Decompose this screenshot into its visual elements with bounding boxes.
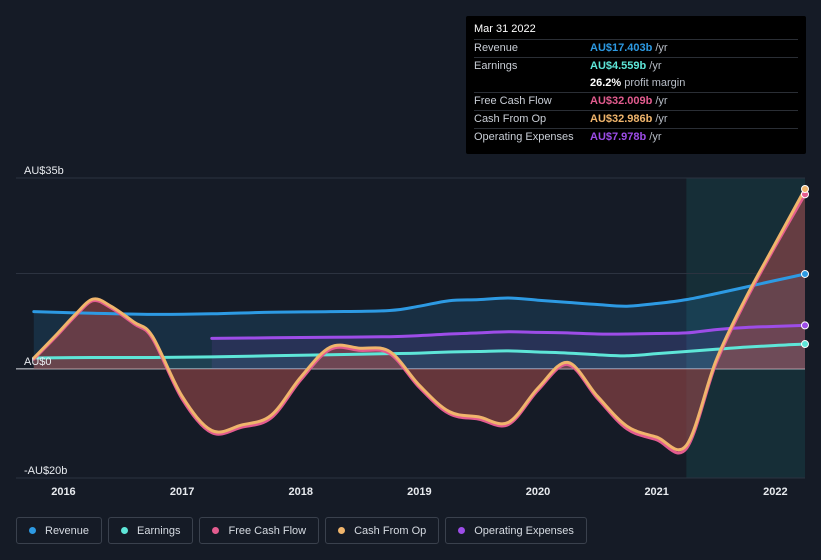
tooltip-unit: profit margin: [624, 77, 686, 89]
x-axis-ticks: 2016 2017 2018 2019 2020 2021 2022: [51, 486, 787, 498]
tooltip-value: AU$17.403b: [590, 42, 653, 54]
operating-expenses-line: [210, 323, 807, 340]
axis-labels: AU$35b AU$0 -AU$20b: [24, 165, 67, 477]
y-axis-label: -AU$20b: [24, 465, 67, 477]
tooltip-label: [474, 75, 590, 92]
legend-item-cash-from-op[interactable]: Cash From Op: [325, 517, 440, 544]
operating-expenses-area: [211, 325, 806, 369]
x-tick-label: 2021: [644, 486, 668, 498]
legend-item-operating-expenses[interactable]: Operating Expenses: [445, 517, 587, 544]
legend-label: Free Cash Flow: [228, 524, 307, 537]
tooltip-date: Mar 31 2022: [474, 23, 536, 35]
tooltip-label: Cash From Op: [474, 113, 547, 125]
legend-dot-icon: [29, 527, 36, 534]
revenue-line: [32, 272, 807, 316]
legend-label: Cash From Op: [354, 524, 427, 537]
legend-dot-icon: [121, 527, 129, 534]
legend-dot-icon: [212, 527, 220, 534]
tooltip-label: Revenue: [474, 42, 519, 54]
tooltip-label: Earnings: [474, 60, 518, 72]
x-tick-label: 2020: [526, 486, 550, 498]
cash-from-op-line: [32, 187, 807, 452]
x-tick-label: 2017: [170, 486, 194, 498]
tooltip-label: Operating Expenses: [474, 131, 574, 143]
gridlines: [16, 177, 805, 479]
legend-item-revenue[interactable]: Revenue: [16, 517, 103, 544]
x-tick-label: 2019: [407, 486, 431, 498]
revenue-end-point: [801, 269, 809, 278]
tooltip-row-revenue: Revenue AU$17.403b /yr: [474, 39, 798, 57]
area-fills: [33, 189, 806, 454]
x-tick-label: 2016: [51, 486, 75, 498]
tooltip-row-free-cash-flow: Free Cash Flow AU$32.009b /yr: [474, 92, 798, 110]
earnings-area: [33, 344, 806, 369]
free-cash-flow-area: [33, 194, 806, 454]
legend-dot-icon: [338, 527, 346, 534]
series-end-markers: [801, 184, 809, 349]
legend-label: Revenue: [45, 524, 90, 537]
cash-from-op-end-point: [801, 184, 809, 193]
tooltip-value: 26.2%: [590, 77, 622, 89]
cash-from-op-area: [33, 189, 806, 450]
tooltip-unit: /yr: [655, 95, 668, 107]
tooltip-label: Free Cash Flow: [474, 95, 552, 107]
chart-legend: Revenue Earnings Free Cash Flow Cash Fro…: [16, 517, 587, 544]
x-tick-label: 2018: [289, 486, 313, 498]
y-axis-label: AU$35b: [24, 165, 64, 177]
tooltip-unit: /yr: [649, 60, 662, 72]
earnings-end-point: [801, 340, 809, 349]
tooltip-value: AU$32.009b: [590, 95, 653, 107]
revenue-area: [33, 274, 806, 369]
legend-dot-icon: [458, 527, 466, 534]
data-tooltip: Mar 31 2022 Revenue AU$17.403b /yr Earni…: [466, 16, 806, 154]
legend-label: Earnings: [137, 524, 181, 537]
tooltip-unit: /yr: [655, 42, 668, 54]
operating-expenses-end-point: [801, 321, 809, 330]
legend-item-earnings[interactable]: Earnings: [108, 517, 194, 544]
tooltip-unit: /yr: [649, 131, 662, 143]
y-axis-label: AU$0: [24, 356, 52, 368]
earnings-line: [32, 342, 807, 360]
legend-label: Operating Expenses: [474, 524, 574, 537]
series-lines: [32, 187, 807, 455]
tooltip-value: AU$4.559b: [590, 60, 647, 72]
tooltip-unit: /yr: [655, 113, 668, 125]
tooltip-value: AU$32.986b: [590, 113, 653, 125]
tooltip-row-earnings: Earnings AU$4.559b /yr: [474, 57, 798, 75]
legend-item-free-cash-flow[interactable]: Free Cash Flow: [199, 517, 320, 544]
x-tick-label: 2022: [763, 486, 787, 498]
tooltip-row-cash-from-op: Cash From Op AU$32.986b /yr: [474, 110, 798, 128]
tooltip-row-operating-expenses: Operating Expenses AU$7.978b /yr: [474, 128, 798, 146]
tooltip-value: AU$7.978b: [590, 131, 647, 143]
tooltip-row-margin: 26.2% profit margin: [474, 75, 798, 92]
